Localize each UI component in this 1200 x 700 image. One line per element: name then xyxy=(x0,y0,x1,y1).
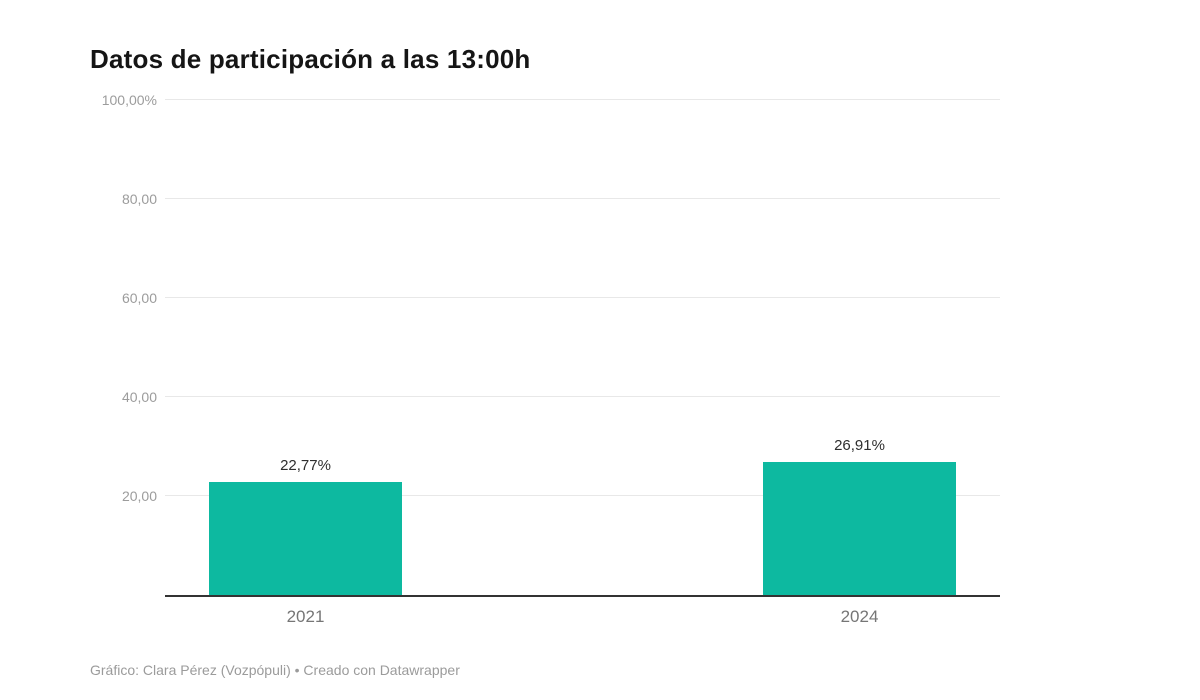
x-axis-category-label: 2021 xyxy=(286,607,325,626)
bar-value-label: 22,77% xyxy=(280,457,331,475)
bar-group-2024: 26,91% 2024 xyxy=(763,102,956,626)
gridline xyxy=(165,297,1000,298)
y-axis-tick-label: 40,00 xyxy=(121,389,157,405)
chart-footer-credit: Gráfico: Clara Pérez (Vozpópuli) • Cread… xyxy=(90,662,460,678)
bars-row: 22,77% 2021 26,91% 2024 xyxy=(165,102,1000,626)
bar-value-label: 26,91% xyxy=(834,436,885,454)
x-axis-category-label: 2024 xyxy=(840,607,879,626)
gridline xyxy=(165,99,1000,100)
plot-area: 20,00 40,00 60,00 80,00 100,00% 22,77% 2021 26… xyxy=(102,92,1000,626)
gridline xyxy=(165,495,1000,496)
bar-group-2021: 22,77% 2021 xyxy=(209,102,402,626)
gridline xyxy=(165,396,1000,397)
chart-title: Datos de participación a las 13:00h xyxy=(90,44,531,74)
y-axis-tick-label: 20,00 xyxy=(121,488,157,504)
bar-2024 xyxy=(763,461,956,595)
bar-2021 xyxy=(209,482,402,595)
y-axis-tick-label: 100,00% xyxy=(101,92,157,108)
y-axis-tick-label: 60,00 xyxy=(121,290,157,306)
y-axis-tick-label: 80,00 xyxy=(121,191,157,207)
gridline xyxy=(165,198,1000,199)
